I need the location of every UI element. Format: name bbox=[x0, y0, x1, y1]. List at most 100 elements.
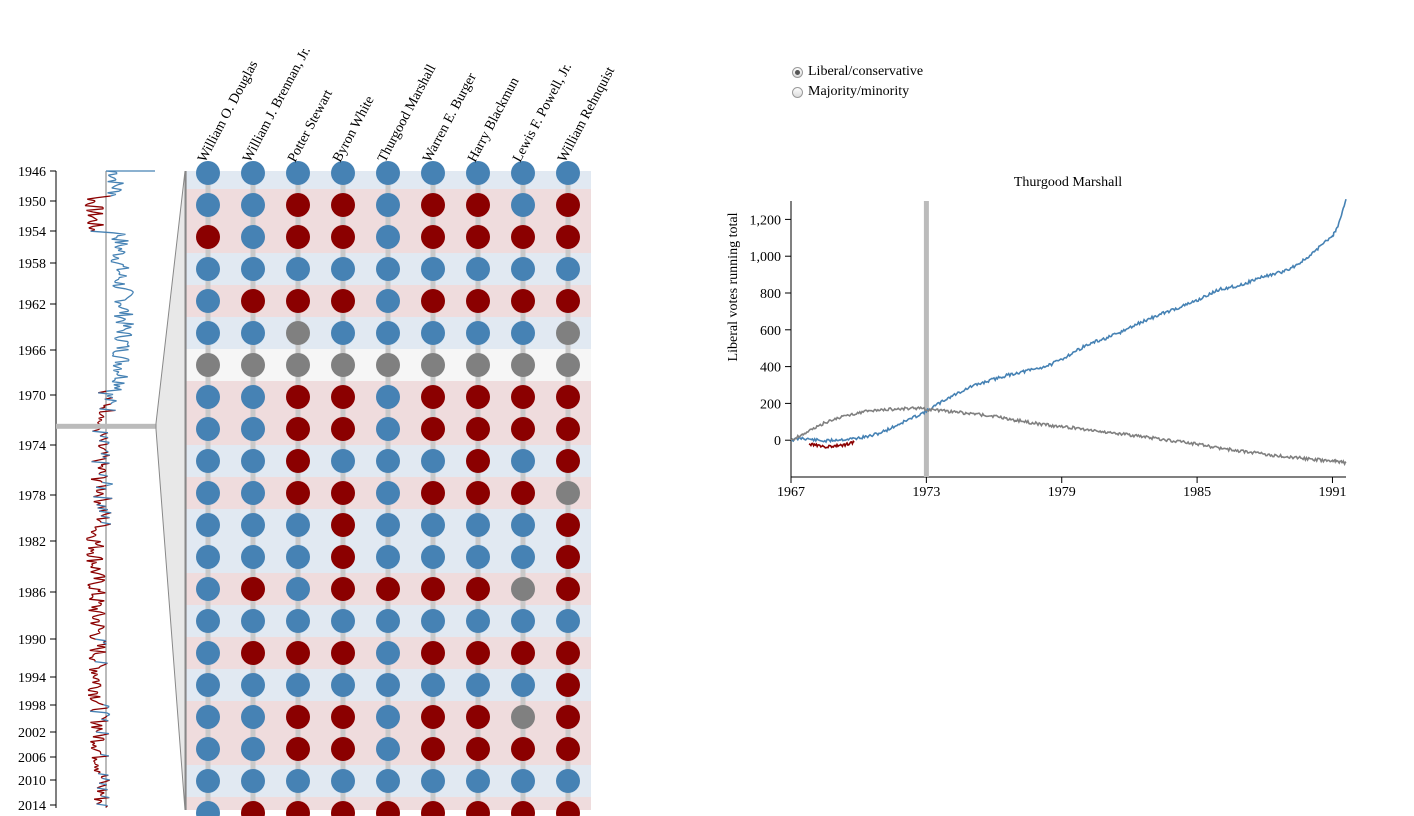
vote-dot[interactable] bbox=[241, 257, 265, 281]
vote-dot[interactable] bbox=[556, 193, 580, 217]
vote-dot[interactable] bbox=[376, 513, 400, 537]
vote-dot[interactable] bbox=[331, 321, 355, 345]
vote-dot[interactable] bbox=[331, 801, 355, 816]
vote-dot[interactable] bbox=[421, 641, 445, 665]
vote-dot[interactable] bbox=[466, 545, 490, 569]
vote-dot[interactable] bbox=[511, 449, 535, 473]
vote-dot[interactable] bbox=[421, 257, 445, 281]
vote-dot[interactable] bbox=[241, 737, 265, 761]
vote-dot[interactable] bbox=[376, 705, 400, 729]
vote-dot[interactable] bbox=[241, 161, 265, 185]
vote-dot[interactable] bbox=[376, 353, 400, 377]
vote-dot[interactable] bbox=[511, 513, 535, 537]
vote-dot[interactable] bbox=[556, 321, 580, 345]
vote-dot[interactable] bbox=[331, 353, 355, 377]
vote-dot[interactable] bbox=[196, 225, 220, 249]
vote-dot[interactable] bbox=[511, 417, 535, 441]
vote-dot[interactable] bbox=[421, 801, 445, 816]
vote-dot[interactable] bbox=[556, 769, 580, 793]
vote-dot[interactable] bbox=[421, 385, 445, 409]
vote-dot[interactable] bbox=[196, 385, 220, 409]
vote-dot[interactable] bbox=[286, 769, 310, 793]
vote-dot[interactable] bbox=[376, 385, 400, 409]
vote-dot[interactable] bbox=[511, 321, 535, 345]
vote-dot[interactable] bbox=[286, 321, 310, 345]
vote-dot[interactable] bbox=[286, 449, 310, 473]
vote-dot[interactable] bbox=[466, 481, 490, 505]
vote-dot[interactable] bbox=[376, 609, 400, 633]
vote-dot[interactable] bbox=[556, 673, 580, 697]
vote-dot[interactable] bbox=[511, 705, 535, 729]
vote-dot[interactable] bbox=[511, 481, 535, 505]
vote-dot[interactable] bbox=[511, 609, 535, 633]
vote-dot[interactable] bbox=[331, 449, 355, 473]
vote-dot[interactable] bbox=[556, 353, 580, 377]
vote-dot[interactable] bbox=[331, 609, 355, 633]
vote-dot[interactable] bbox=[511, 289, 535, 313]
vote-dot[interactable] bbox=[556, 161, 580, 185]
vote-dot[interactable] bbox=[421, 577, 445, 601]
vote-dot[interactable] bbox=[196, 353, 220, 377]
vote-dot[interactable] bbox=[421, 193, 445, 217]
vote-dot[interactable] bbox=[331, 545, 355, 569]
vote-dot[interactable] bbox=[511, 801, 535, 816]
vote-dot[interactable] bbox=[466, 289, 490, 313]
vote-dot[interactable] bbox=[421, 289, 445, 313]
vote-dot[interactable] bbox=[421, 769, 445, 793]
vote-dot[interactable] bbox=[331, 769, 355, 793]
vote-dot[interactable] bbox=[466, 353, 490, 377]
vote-dot[interactable] bbox=[511, 385, 535, 409]
vote-dot[interactable] bbox=[376, 545, 400, 569]
vote-dot[interactable] bbox=[466, 737, 490, 761]
vote-dot[interactable] bbox=[466, 577, 490, 601]
vote-dot[interactable] bbox=[376, 449, 400, 473]
vote-dot[interactable] bbox=[286, 225, 310, 249]
vote-dot[interactable] bbox=[421, 545, 445, 569]
vote-dot[interactable] bbox=[286, 193, 310, 217]
timeline-overview[interactable]: 1946 1950 1954 1958 1962 1966 1970 1974 1978 1982… bbox=[18, 165, 156, 814]
vote-dot[interactable] bbox=[376, 481, 400, 505]
vote-dot[interactable] bbox=[331, 193, 355, 217]
vote-dot[interactable] bbox=[556, 289, 580, 313]
vote-dot[interactable] bbox=[196, 801, 220, 816]
vote-dot[interactable] bbox=[331, 225, 355, 249]
vote-dot[interactable] bbox=[286, 161, 310, 185]
vote-dot[interactable] bbox=[556, 545, 580, 569]
vote-dot[interactable] bbox=[196, 769, 220, 793]
vote-dot[interactable] bbox=[196, 257, 220, 281]
vote-dot[interactable] bbox=[331, 417, 355, 441]
vote-dot[interactable] bbox=[511, 673, 535, 697]
vote-dot[interactable] bbox=[241, 225, 265, 249]
vote-dot[interactable] bbox=[331, 289, 355, 313]
vote-dot[interactable] bbox=[556, 417, 580, 441]
vote-dot[interactable] bbox=[196, 289, 220, 313]
vote-dot[interactable] bbox=[556, 641, 580, 665]
vote-dot[interactable] bbox=[196, 193, 220, 217]
vote-dot[interactable] bbox=[331, 481, 355, 505]
vote-dot[interactable] bbox=[286, 289, 310, 313]
vote-dot[interactable] bbox=[196, 705, 220, 729]
vote-dot[interactable] bbox=[196, 417, 220, 441]
vote-dot[interactable] bbox=[376, 769, 400, 793]
vote-dot[interactable] bbox=[331, 513, 355, 537]
vote-dot[interactable] bbox=[196, 737, 220, 761]
vote-dot[interactable] bbox=[331, 161, 355, 185]
vote-dot[interactable] bbox=[376, 801, 400, 816]
vote-dot[interactable] bbox=[466, 705, 490, 729]
vote-dot[interactable] bbox=[241, 193, 265, 217]
vote-dot[interactable] bbox=[241, 481, 265, 505]
vote-dot[interactable] bbox=[241, 385, 265, 409]
vote-dot[interactable] bbox=[511, 353, 535, 377]
vote-dot[interactable] bbox=[196, 161, 220, 185]
vote-dot[interactable] bbox=[556, 801, 580, 816]
vote-dot[interactable] bbox=[286, 673, 310, 697]
vote-dot[interactable] bbox=[241, 321, 265, 345]
vote-dot[interactable] bbox=[331, 737, 355, 761]
vote-dot[interactable] bbox=[241, 353, 265, 377]
vote-dot[interactable] bbox=[331, 577, 355, 601]
vote-dot[interactable] bbox=[466, 449, 490, 473]
vote-dot[interactable] bbox=[466, 641, 490, 665]
vote-dot[interactable] bbox=[466, 321, 490, 345]
vote-dot[interactable] bbox=[241, 449, 265, 473]
vote-dot[interactable] bbox=[466, 673, 490, 697]
